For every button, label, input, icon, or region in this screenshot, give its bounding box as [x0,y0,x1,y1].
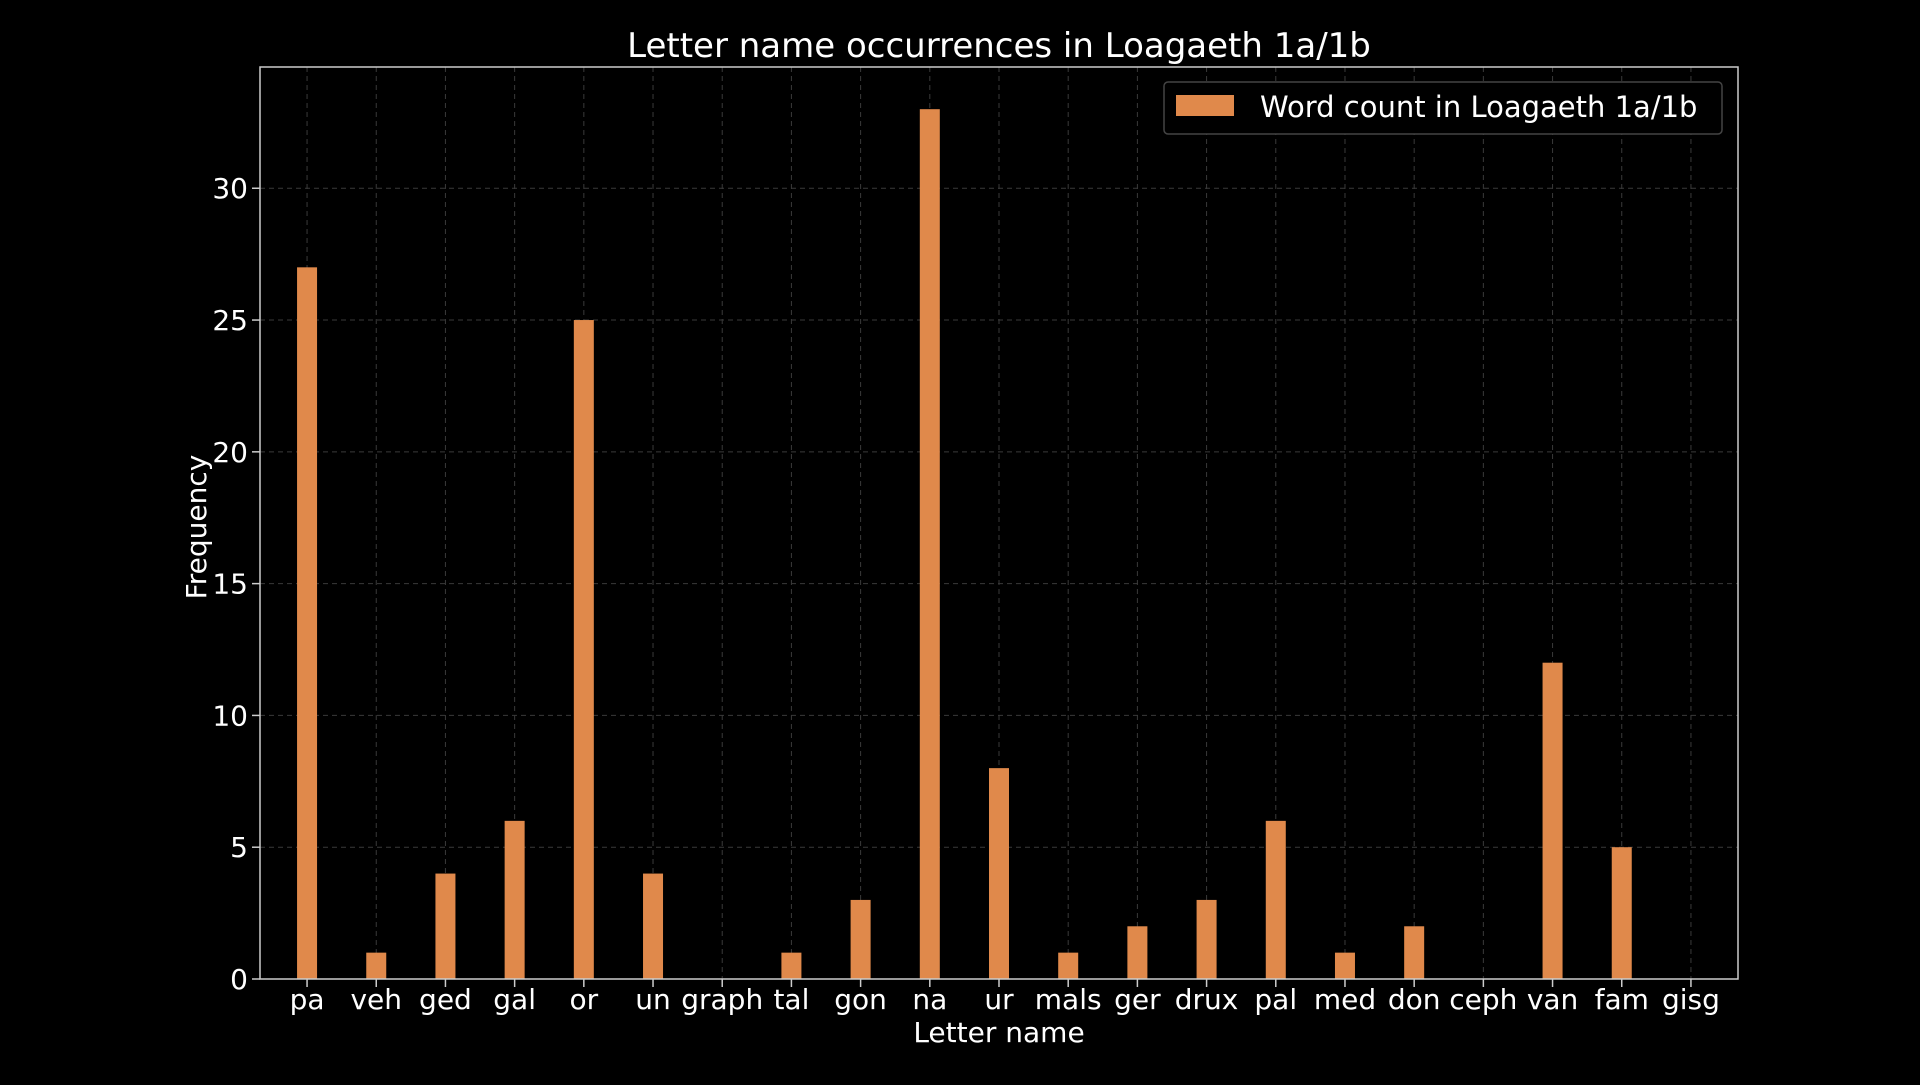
bar-ger [1127,926,1148,979]
x-tick-label: gon [834,983,887,1016]
x-tick-layer: pa veh ged gal or un graph tal gon na ur mals ger dru… [290,979,1720,1016]
y-tick-label: 25 [212,304,248,337]
x-tick-label: ur [984,983,1014,1016]
y-tick-label: 30 [212,172,248,205]
bar-gon [850,899,871,979]
bar-veh [366,952,387,979]
x-tick-label: med [1314,983,1376,1016]
y-tick-label: 20 [212,436,248,469]
legend-box [1163,81,1723,135]
x-tick-label: veh [350,983,402,1016]
bar-tal [781,952,802,979]
bar-van [1542,662,1563,979]
x-tick-label: don [1388,983,1441,1016]
x-tick-label: pa [290,983,325,1016]
x-tick-label: pal [1254,983,1297,1016]
bar-pa [297,267,318,979]
bar-ged [435,873,456,979]
x-tick-label: fam [1595,983,1649,1016]
y-tick-label: 10 [212,699,248,732]
x-tick-label: na [912,983,947,1016]
y-tick-label: 5 [230,831,248,864]
bar-na [919,109,940,980]
x-tick-label: mals [1035,983,1102,1016]
x-axis-label: Letter name [913,1016,1084,1049]
bar-ur [989,768,1009,979]
x-tick-label: van [1527,983,1578,1016]
bar-mals [1058,952,1079,979]
x-tick-label: ger [1114,983,1161,1016]
y-tick-label: 15 [212,568,248,601]
chart-title: Letter name occurrences in Loagaeth 1a/1… [627,26,1371,66]
bar-pal [1265,820,1286,979]
y-tick-layer: 0 5 10 15 20 25 30 [212,172,260,996]
x-tick-label: gal [493,983,536,1016]
y-axis-label: Frequency [180,455,213,600]
legend: Word count in Loagaeth 1a/1b [1163,81,1723,135]
legend-label: Word count in Loagaeth 1a/1b [1260,90,1697,124]
bar-or [573,320,594,979]
bar-med [1334,952,1355,979]
x-tick-label: graph [681,983,763,1016]
bar-gal [504,820,525,979]
y-tick-label: 0 [230,963,248,996]
x-tick-label: gisg [1662,983,1720,1016]
bar-drux [1196,899,1217,979]
bar-don [1404,926,1425,979]
x-tick-label: ged [419,983,472,1016]
x-tick-label: un [635,983,671,1016]
x-tick-label: or [570,983,599,1016]
x-tick-label: ceph [1449,983,1517,1016]
legend-swatch [1176,95,1234,116]
x-tick-label: tal [773,983,809,1016]
bar-un [643,873,664,979]
bar-fam [1611,847,1632,979]
x-tick-label: drux [1175,983,1239,1016]
bar-layer [297,109,1632,980]
